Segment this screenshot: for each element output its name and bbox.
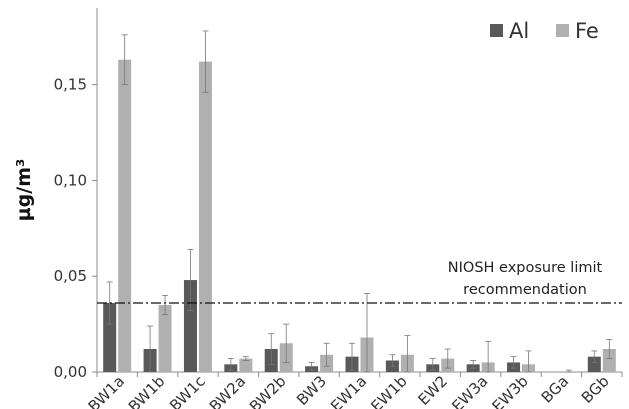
y-tick-label: 0,15 [54, 76, 87, 94]
y-axis-label: µg/m³ [13, 159, 35, 222]
bar-fe-bw2a [239, 358, 253, 372]
category-label: BW2b [246, 372, 290, 409]
reference-label-line2: recommendation [463, 282, 587, 298]
bars [103, 59, 616, 373]
reference-label-line1: NIOSH exposure limit [448, 260, 603, 276]
category-label: EW3a [448, 372, 491, 409]
bar-fe-bw1c [198, 61, 212, 373]
category-label: BGa [538, 372, 573, 407]
bar-fe-bgb [602, 349, 616, 372]
category-label: EW3b [488, 372, 531, 409]
category-label: BW1a [85, 372, 128, 409]
reference-line-group: NIOSH exposure limit recommendation [97, 260, 622, 304]
legend: Al Fe [490, 19, 599, 43]
legend-label-al: Al [509, 19, 529, 43]
error-bars [106, 30, 613, 373]
category-label: EW1a [327, 372, 370, 409]
y-tick-label: 0,10 [54, 171, 87, 189]
category-label: BW2a [206, 372, 249, 409]
category-label: BW1b [125, 372, 169, 409]
legend-swatch-fe [556, 24, 569, 37]
category-label: BW3 [293, 372, 330, 409]
y-tick-label: 0,05 [54, 267, 87, 285]
bar-al-bgb [587, 356, 601, 372]
category-label: BW1c [166, 372, 209, 409]
category-label: EW2 [414, 372, 451, 409]
bar-al-bw1a [103, 303, 117, 372]
bar-fe-bw1a [118, 59, 132, 372]
axes: 0,00 0,05 0,10 0,15 [54, 8, 623, 381]
bar-fe-bw1b [158, 304, 172, 372]
category-label: BGb [578, 372, 613, 407]
legend-label-fe: Fe [575, 19, 599, 43]
y-tick-label: 0,00 [54, 363, 87, 381]
legend-swatch-al [490, 24, 503, 37]
category-label: EW1b [367, 372, 410, 409]
